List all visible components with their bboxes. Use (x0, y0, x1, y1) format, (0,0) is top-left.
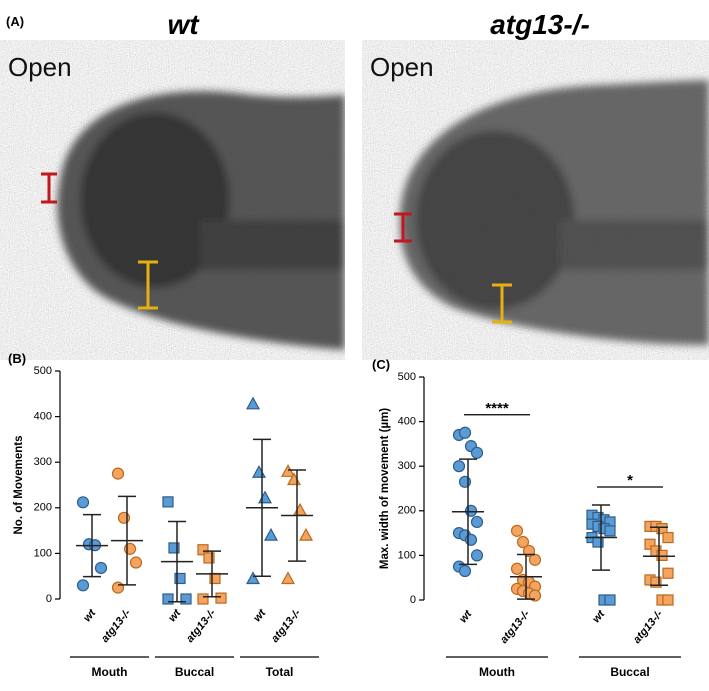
data-point (292, 502, 308, 516)
data-point (76, 496, 90, 509)
data-point (245, 571, 261, 585)
data-point (470, 549, 484, 562)
x-tick-label: atg13-/- (269, 607, 304, 645)
y-tick-label: 100 (398, 549, 416, 561)
data-point (458, 564, 472, 578)
data-point (452, 460, 466, 473)
x-tick-label: atg13-/- (99, 607, 134, 645)
data-point (197, 544, 209, 556)
y-tick-label: 0 (410, 594, 416, 606)
image-wt (0, 40, 345, 360)
data-point (257, 490, 273, 504)
data-point (123, 542, 137, 555)
x-tick-label: atg13-/- (498, 608, 533, 646)
data-point (662, 594, 674, 606)
data-point (662, 567, 674, 579)
data-point (94, 561, 108, 575)
data-point (528, 553, 542, 566)
data-point (280, 571, 296, 585)
x-tick-label: atg13-/- (184, 607, 219, 645)
y-tick-label: 200 (398, 505, 416, 517)
y-tick-label: 400 (398, 416, 416, 428)
data-point (470, 515, 484, 529)
x-tick-label: wt (457, 607, 475, 625)
panel-label: (B) (8, 351, 26, 366)
y-tick-label: 300 (34, 456, 52, 468)
data-point (604, 594, 616, 606)
image-caption: Open (8, 52, 72, 82)
data-point (162, 593, 174, 605)
data-point (215, 592, 227, 604)
data-point (650, 576, 662, 588)
y-axis-title: No. of Movements (13, 435, 25, 534)
y-tick-label: 0 (46, 593, 52, 605)
data-point (656, 549, 668, 562)
x-tick-label: wt (166, 606, 184, 624)
group-label: Buccal (610, 665, 649, 679)
data-point (464, 533, 478, 546)
data-point (458, 475, 472, 488)
group-label: Mouth (92, 665, 128, 679)
data-point (604, 525, 616, 537)
panel-label: (A) (6, 14, 24, 29)
y-tick-label: 200 (34, 502, 52, 514)
data-point (251, 464, 267, 478)
data-point (298, 527, 314, 541)
data-point (464, 504, 478, 517)
group-label: Total (266, 665, 294, 679)
image-caption: Open (370, 52, 434, 82)
data-point (197, 593, 209, 605)
data-point (510, 524, 524, 537)
y-tick-label: 300 (398, 460, 416, 472)
data-point (528, 589, 542, 602)
x-tick-label: wt (590, 607, 608, 625)
data-point (168, 542, 180, 554)
data-point (644, 538, 656, 550)
data-point (516, 535, 530, 549)
image-title: wt (167, 9, 200, 40)
y-tick-label: 400 (34, 411, 52, 423)
data-point (111, 581, 125, 594)
panel-label: (C) (372, 357, 390, 372)
image-title: atg13-/- (490, 9, 590, 40)
image-atg13 (362, 40, 709, 360)
data-point (245, 396, 261, 410)
data-point (510, 562, 524, 575)
x-tick-label: atg13-/- (631, 608, 666, 646)
x-tick-label: wt (81, 606, 99, 624)
group-label: Mouth (479, 665, 515, 679)
data-point (470, 446, 484, 459)
data-point (162, 496, 174, 508)
y-tick-label: 500 (398, 371, 416, 383)
group-label: Buccal (175, 665, 214, 679)
significance-label: * (627, 472, 633, 489)
y-tick-label: 500 (34, 365, 52, 377)
data-point (129, 556, 143, 569)
x-tick-label: wt (251, 606, 269, 624)
data-point (203, 552, 215, 564)
data-point (174, 572, 186, 585)
data-point (180, 593, 192, 605)
data-point (522, 544, 536, 558)
data-point (263, 527, 279, 541)
y-tick-label: 100 (34, 547, 52, 559)
data-point (280, 464, 296, 477)
data-point (458, 426, 472, 439)
significance-label: **** (485, 400, 509, 417)
data-point (662, 531, 674, 544)
y-axis-title: Max. width of movement (µm) (379, 408, 391, 569)
data-point (117, 511, 131, 524)
data-point (656, 523, 668, 535)
data-point (111, 467, 125, 480)
data-point (76, 579, 90, 592)
